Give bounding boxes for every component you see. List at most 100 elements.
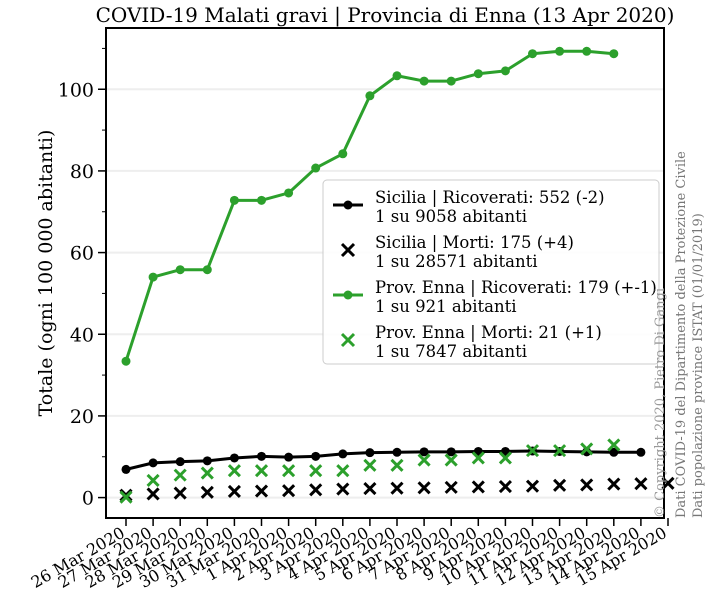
data-point <box>227 464 241 478</box>
data-point <box>553 444 567 458</box>
legend-sublabel: 1 su 921 abitanti <box>375 297 517 316</box>
data-point <box>582 46 592 56</box>
data-point <box>392 447 402 457</box>
plot-series <box>119 46 675 504</box>
data-point <box>309 464 323 478</box>
data-point <box>175 457 185 467</box>
data-point <box>284 452 294 462</box>
data-point <box>471 451 485 465</box>
y-axis: 0 20 40 60 80 100 <box>58 47 106 510</box>
data-point <box>392 71 402 81</box>
data-point <box>282 464 296 478</box>
data-point <box>500 66 510 76</box>
data-point <box>257 451 266 461</box>
copyright-note: © Copyright 2020, Pietro Di Gangi <box>653 288 668 518</box>
data-point <box>202 265 212 275</box>
series-3 <box>119 438 621 504</box>
data-point <box>282 484 296 498</box>
data-point <box>446 76 456 86</box>
data-point <box>390 458 404 472</box>
data-point <box>607 438 621 452</box>
data-point <box>390 481 404 495</box>
y-tick-label: 80 <box>70 161 94 183</box>
legend-sublabel: 1 su 28571 abitanti <box>375 252 538 271</box>
plot-frame <box>105 27 665 519</box>
data-point <box>121 356 131 366</box>
series-2 <box>121 46 619 366</box>
data-point <box>173 486 187 500</box>
data-point <box>338 149 348 159</box>
data-point <box>338 449 348 459</box>
data-point <box>173 468 187 482</box>
legend-item-3: Prov. Enna | Morti: 21 (+1)1 su 7847 abi… <box>340 323 602 361</box>
data-point <box>636 447 646 457</box>
data-point <box>444 453 458 467</box>
data-point <box>555 46 565 56</box>
legend-item-2: Prov. Enna | Ricoverati: 179 (+-1)1 su 9… <box>333 278 657 316</box>
data-point <box>148 458 158 468</box>
data-point <box>146 473 160 487</box>
y-tick-label: 20 <box>70 406 94 428</box>
data-point <box>473 69 483 79</box>
y-axis-label: Totale (ogni 100 000 abitanti) <box>35 130 57 417</box>
data-point <box>446 447 456 457</box>
series-line <box>125 449 641 471</box>
data-point <box>257 195 266 205</box>
legend: Sicilia | Ricoverati: 552 (-2)1 su 9058 … <box>322 179 660 365</box>
data-point <box>309 483 323 497</box>
source-note-covid: Dati COVID-19 del Dipartimento della Pro… <box>674 151 689 518</box>
series-0 <box>121 446 646 474</box>
data-point <box>146 487 160 501</box>
data-point <box>471 480 485 494</box>
data-point <box>580 442 594 456</box>
data-point <box>609 49 619 59</box>
data-point <box>419 76 429 86</box>
data-point <box>311 163 321 173</box>
chart-title: COVID-19 Malati gravi | Provincia di Enn… <box>96 3 675 28</box>
data-point <box>498 479 512 494</box>
data-point <box>417 481 431 495</box>
source-note-istat: Dati popolazione province ISTAT (01/01/2… <box>691 213 706 518</box>
data-point <box>580 478 594 492</box>
data-point <box>609 447 619 457</box>
legend-label: Prov. Enna | Morti: 21 (+1) <box>375 323 602 342</box>
data-point <box>254 464 269 478</box>
data-point <box>284 188 294 198</box>
data-point <box>229 195 239 205</box>
legend-marker <box>340 332 356 348</box>
data-point <box>121 464 131 474</box>
data-point <box>202 456 212 466</box>
data-point <box>336 482 350 496</box>
y-tick-label: 40 <box>70 324 94 346</box>
data-point <box>148 272 158 282</box>
y-tick-label: 0 <box>82 488 94 510</box>
legend-marker <box>343 290 353 300</box>
legend-marker <box>340 242 356 258</box>
legend-label: Sicilia | Morti: 175 (+4) <box>375 233 574 252</box>
data-point <box>175 265 185 275</box>
data-point <box>200 485 214 499</box>
data-point <box>525 444 540 458</box>
legend-box <box>322 179 660 365</box>
legend-label: Prov. Enna | Ricoverati: 179 (+-1) <box>375 278 657 297</box>
legend-sublabel: 1 su 7847 abitanti <box>375 342 527 361</box>
data-point <box>419 447 429 457</box>
data-point <box>498 451 512 465</box>
legend-marker <box>343 200 353 210</box>
data-point <box>363 482 377 496</box>
data-point <box>363 458 377 472</box>
data-point <box>336 464 350 478</box>
y-tick-label: 100 <box>58 79 94 101</box>
data-point <box>634 477 648 491</box>
legend-item-0: Sicilia | Ricoverati: 552 (-2)1 su 9058 … <box>333 188 605 226</box>
data-point <box>607 477 621 491</box>
data-point <box>553 478 567 492</box>
data-point <box>528 49 537 59</box>
data-point <box>311 451 321 461</box>
data-point <box>229 453 239 463</box>
y-tick-label: 60 <box>70 243 94 265</box>
data-point <box>200 466 214 480</box>
data-point <box>365 91 375 101</box>
data-point <box>227 484 241 499</box>
